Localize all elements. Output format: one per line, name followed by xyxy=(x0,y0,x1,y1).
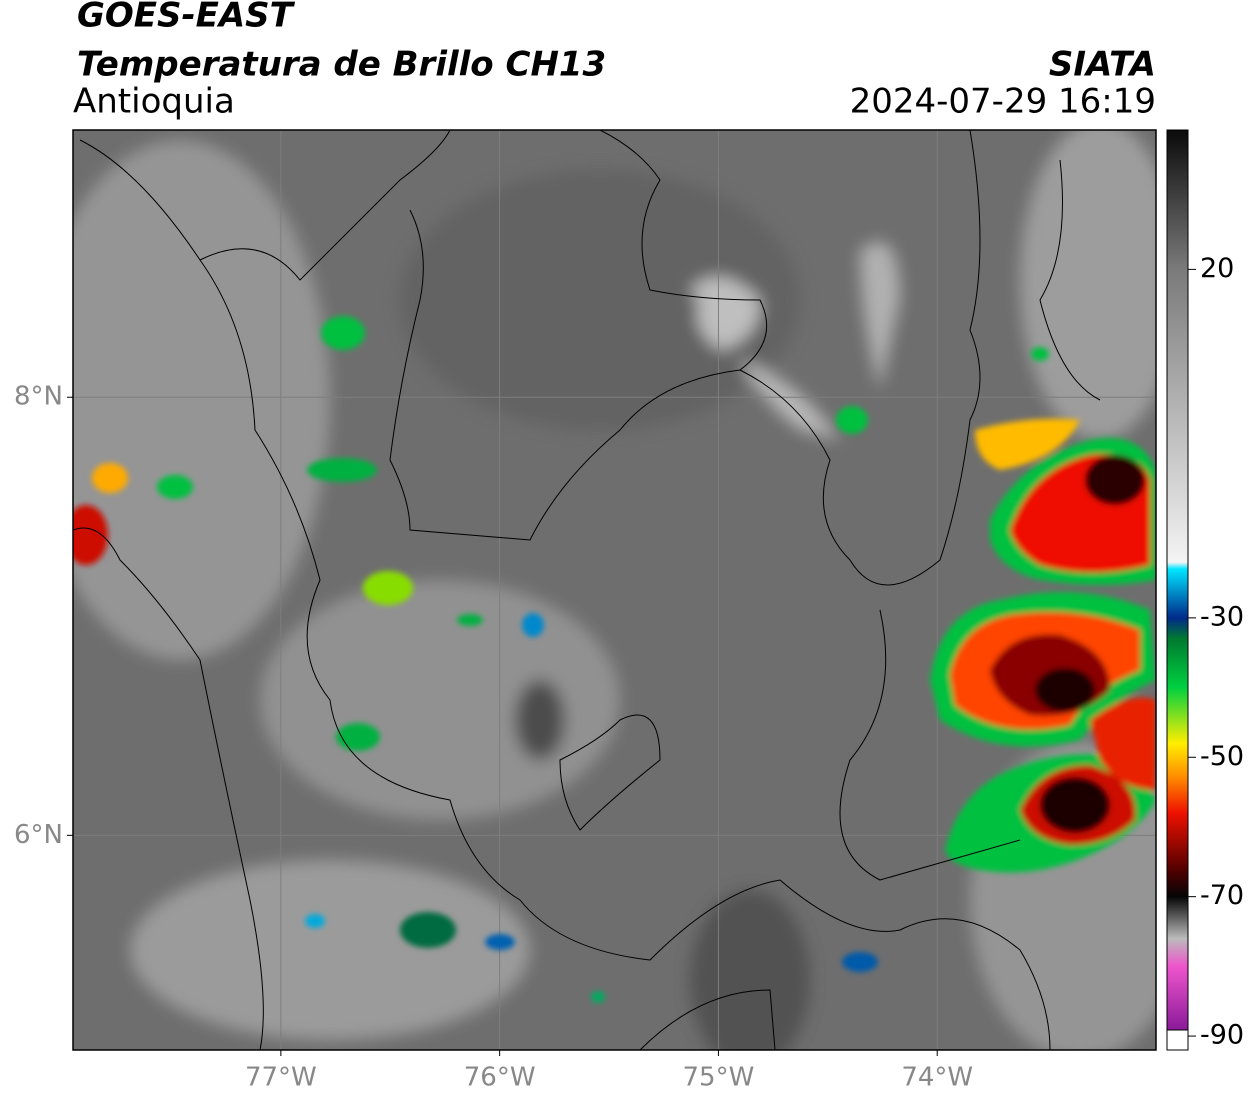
colorbar-extension xyxy=(1166,1029,1189,1051)
colorbar-tick-label: 20 xyxy=(1200,253,1234,284)
product-title: Temperatura de Brillo CH13 xyxy=(77,45,606,85)
colorbar-frame xyxy=(1166,129,1189,1051)
colorbar-tick-label: -50 xyxy=(1200,741,1244,772)
lat-tick-label: 8°N xyxy=(14,382,63,412)
lat-tick-label: 6°N xyxy=(14,820,63,850)
datetime-label: 2024-07-29 16:19 xyxy=(850,82,1156,122)
lon-tick-label: 77°W xyxy=(245,1063,317,1093)
lon-tick-label: 74°W xyxy=(901,1063,973,1093)
colorbar xyxy=(1167,130,1188,1030)
borders xyxy=(73,130,1101,1050)
lon-tick-label: 76°W xyxy=(464,1063,536,1093)
source-label: SIATA xyxy=(1049,45,1156,85)
satellite-title: GOES-EAST xyxy=(77,0,296,36)
colorbar-tick-label: -30 xyxy=(1200,601,1244,632)
colorbar-tick-label: -90 xyxy=(1200,1020,1244,1051)
region-label: Antioquia xyxy=(73,82,235,122)
lon-tick-label: 75°W xyxy=(683,1063,755,1093)
satellite-image xyxy=(73,130,1156,1050)
cloud-tops xyxy=(73,316,1156,1003)
colorbar-tick-label: -70 xyxy=(1200,880,1244,911)
map-frame xyxy=(72,129,1157,1051)
